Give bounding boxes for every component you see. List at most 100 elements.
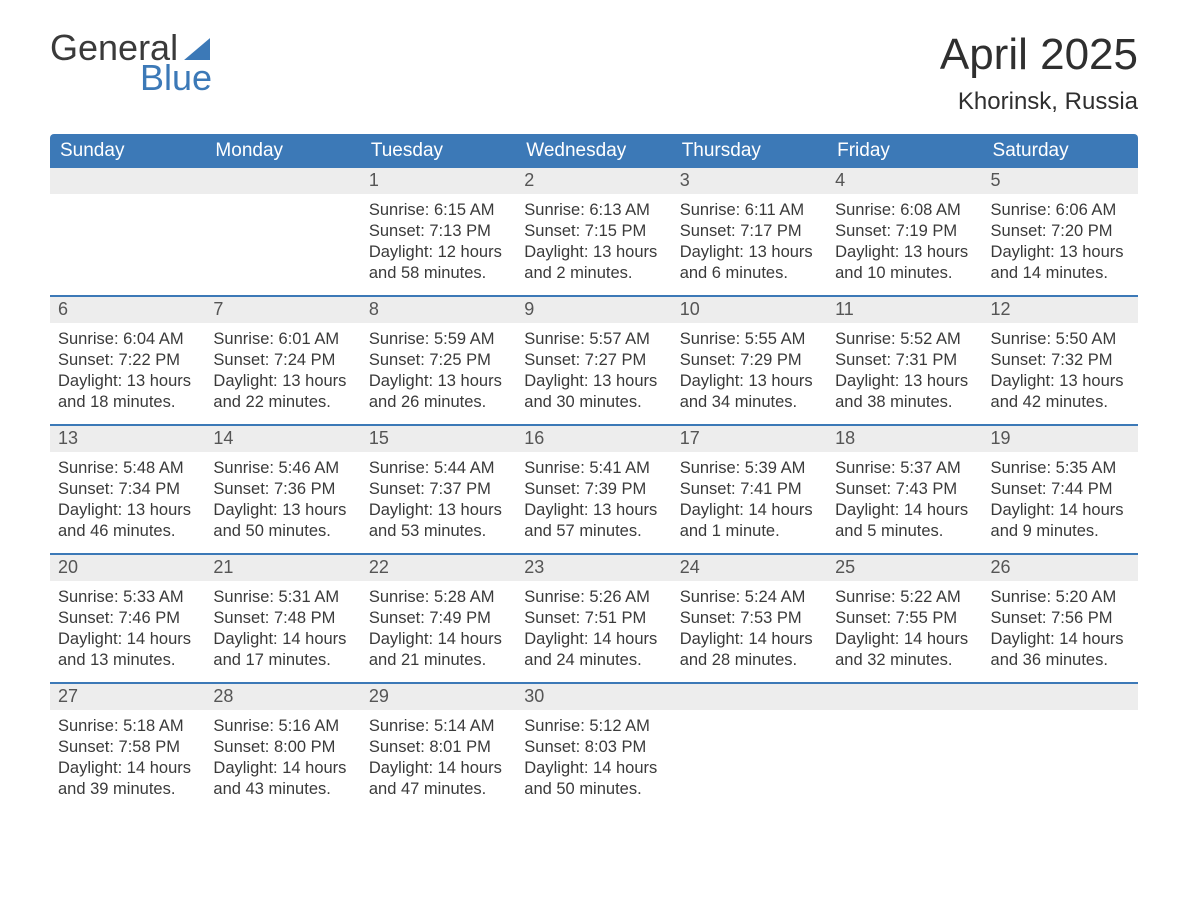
calendar-day-cell: 7Sunrise: 6:01 AMSunset: 7:24 PMDaylight… — [205, 297, 360, 425]
calendar-day-cell — [827, 684, 982, 812]
sunrise-line: Sunrise: 5:26 AM — [524, 587, 663, 608]
day-number: 21 — [205, 555, 360, 581]
daylight-line: Daylight: 13 hours and 2 minutes. — [524, 242, 663, 284]
daylight-line: Daylight: 13 hours and 10 minutes. — [835, 242, 974, 284]
day-number: 19 — [983, 426, 1138, 452]
calendar-day-cell: 17Sunrise: 5:39 AMSunset: 7:41 PMDayligh… — [672, 426, 827, 554]
day-details: Sunrise: 6:15 AMSunset: 7:13 PMDaylight:… — [361, 194, 516, 292]
calendar-day-cell: 29Sunrise: 5:14 AMSunset: 8:01 PMDayligh… — [361, 684, 516, 812]
day-number: 24 — [672, 555, 827, 581]
day-details: Sunrise: 5:24 AMSunset: 7:53 PMDaylight:… — [672, 581, 827, 679]
daylight-line: Daylight: 12 hours and 58 minutes. — [369, 242, 508, 284]
daylight-line: Daylight: 13 hours and 38 minutes. — [835, 371, 974, 413]
day-number — [205, 168, 360, 194]
sunset-line: Sunset: 7:37 PM — [369, 479, 508, 500]
sunrise-line: Sunrise: 5:22 AM — [835, 587, 974, 608]
sunset-line: Sunset: 7:15 PM — [524, 221, 663, 242]
calendar-day-cell: 2Sunrise: 6:13 AMSunset: 7:15 PMDaylight… — [516, 168, 671, 296]
sunrise-line: Sunrise: 5:50 AM — [991, 329, 1130, 350]
daylight-line: Daylight: 13 hours and 14 minutes. — [991, 242, 1130, 284]
calendar-day-cell: 9Sunrise: 5:57 AMSunset: 7:27 PMDaylight… — [516, 297, 671, 425]
calendar-day-cell: 21Sunrise: 5:31 AMSunset: 7:48 PMDayligh… — [205, 555, 360, 683]
sunset-line: Sunset: 7:39 PM — [524, 479, 663, 500]
title-block: April 2025 Khorinsk, Russia — [940, 30, 1138, 116]
daylight-line: Daylight: 13 hours and 30 minutes. — [524, 371, 663, 413]
day-number: 15 — [361, 426, 516, 452]
daylight-line: Daylight: 14 hours and 32 minutes. — [835, 629, 974, 671]
sunset-line: Sunset: 8:03 PM — [524, 737, 663, 758]
daylight-line: Daylight: 14 hours and 39 minutes. — [58, 758, 197, 800]
sunrise-line: Sunrise: 5:16 AM — [213, 716, 352, 737]
day-details: Sunrise: 6:13 AMSunset: 7:15 PMDaylight:… — [516, 194, 671, 292]
calendar-day-cell — [50, 168, 205, 296]
sunset-line: Sunset: 7:56 PM — [991, 608, 1130, 629]
day-number — [983, 684, 1138, 710]
day-number: 7 — [205, 297, 360, 323]
sunrise-line: Sunrise: 5:39 AM — [680, 458, 819, 479]
daylight-line: Daylight: 13 hours and 18 minutes. — [58, 371, 197, 413]
daylight-line: Daylight: 14 hours and 28 minutes. — [680, 629, 819, 671]
location-label: Khorinsk, Russia — [940, 88, 1138, 116]
calendar-day-cell: 25Sunrise: 5:22 AMSunset: 7:55 PMDayligh… — [827, 555, 982, 683]
sunrise-line: Sunrise: 5:44 AM — [369, 458, 508, 479]
sunset-line: Sunset: 7:31 PM — [835, 350, 974, 371]
sunrise-line: Sunrise: 5:14 AM — [369, 716, 508, 737]
day-header: Wednesday — [516, 134, 671, 168]
sunset-line: Sunset: 7:53 PM — [680, 608, 819, 629]
calendar-day-cell: 30Sunrise: 5:12 AMSunset: 8:03 PMDayligh… — [516, 684, 671, 812]
sunrise-line: Sunrise: 5:41 AM — [524, 458, 663, 479]
sunset-line: Sunset: 7:19 PM — [835, 221, 974, 242]
calendar-week-row: 6Sunrise: 6:04 AMSunset: 7:22 PMDaylight… — [50, 297, 1138, 425]
day-number: 11 — [827, 297, 982, 323]
sunrise-line: Sunrise: 6:08 AM — [835, 200, 974, 221]
calendar-day-cell: 4 Sunrise: 6:08 AMSunset: 7:19 PMDaylight… — [827, 168, 982, 296]
day-details: Sunrise: 5:22 AMSunset: 7:55 PMDaylight:… — [827, 581, 982, 679]
day-number: 17 — [672, 426, 827, 452]
calendar-week-row: 1Sunrise: 6:15 AMSunset: 7:13 PMDaylight… — [50, 168, 1138, 296]
day-number: 22 — [361, 555, 516, 581]
day-header: Saturday — [983, 134, 1138, 168]
day-header: Sunday — [50, 134, 205, 168]
day-details: Sunrise: 5:16 AMSunset: 8:00 PMDaylight:… — [205, 710, 360, 808]
sunset-line: Sunset: 7:48 PM — [213, 608, 352, 629]
sunset-line: Sunset: 7:20 PM — [991, 221, 1130, 242]
day-number: 6 — [50, 297, 205, 323]
sunrise-line: Sunrise: 6:15 AM — [369, 200, 508, 221]
daylight-line: Daylight: 14 hours and 36 minutes. — [991, 629, 1130, 671]
calendar-table: SundayMondayTuesdayWednesdayThursdayFrid… — [50, 134, 1138, 812]
day-number: 16 — [516, 426, 671, 452]
day-number: 18 — [827, 426, 982, 452]
day-number: 25 — [827, 555, 982, 581]
day-number: 4 — [827, 168, 982, 194]
day-number: 3 — [672, 168, 827, 194]
sunrise-line: Sunrise: 5:33 AM — [58, 587, 197, 608]
daylight-line: Daylight: 14 hours and 50 minutes. — [524, 758, 663, 800]
daylight-line: Daylight: 13 hours and 57 minutes. — [524, 500, 663, 542]
daylight-line: Daylight: 13 hours and 50 minutes. — [213, 500, 352, 542]
sunrise-line: Sunrise: 5:28 AM — [369, 587, 508, 608]
day-number: 27 — [50, 684, 205, 710]
daylight-line: Daylight: 14 hours and 47 minutes. — [369, 758, 508, 800]
logo-word-blue: Blue — [50, 60, 212, 96]
daylight-line: Daylight: 14 hours and 5 minutes. — [835, 500, 974, 542]
calendar-day-cell: 14Sunrise: 5:46 AMSunset: 7:36 PMDayligh… — [205, 426, 360, 554]
day-details: Sunrise: 5:31 AMSunset: 7:48 PMDaylight:… — [205, 581, 360, 679]
sunrise-line: Sunrise: 5:57 AM — [524, 329, 663, 350]
day-details: Sunrise: 5:48 AMSunset: 7:34 PMDaylight:… — [50, 452, 205, 550]
day-number: 12 — [983, 297, 1138, 323]
sunrise-line: Sunrise: 5:59 AM — [369, 329, 508, 350]
day-details: Sunrise: 5:57 AMSunset: 7:27 PMDaylight:… — [516, 323, 671, 421]
day-details: Sunrise: 5:44 AMSunset: 7:37 PMDaylight:… — [361, 452, 516, 550]
sunrise-line: Sunrise: 5:20 AM — [991, 587, 1130, 608]
sunrise-line: Sunrise: 6:06 AM — [991, 200, 1130, 221]
calendar-day-cell: 16 Sunrise: 5:41 AMSunset: 7:39 PMDayligh… — [516, 426, 671, 554]
sunset-line: Sunset: 8:00 PM — [213, 737, 352, 758]
daylight-line: Daylight: 13 hours and 42 minutes. — [991, 371, 1130, 413]
sunrise-line: Sunrise: 6:11 AM — [680, 200, 819, 221]
sunrise-line: Sunrise: 6:01 AM — [213, 329, 352, 350]
day-details: Sunrise: 5:14 AMSunset: 8:01 PMDaylight:… — [361, 710, 516, 808]
calendar-day-cell: 22Sunrise: 5:28 AMSunset: 7:49 PMDayligh… — [361, 555, 516, 683]
calendar-day-cell: 6Sunrise: 6:04 AMSunset: 7:22 PMDaylight… — [50, 297, 205, 425]
day-details: Sunrise: 5:18 AMSunset: 7:58 PMDaylight:… — [50, 710, 205, 808]
sunset-line: Sunset: 7:43 PM — [835, 479, 974, 500]
